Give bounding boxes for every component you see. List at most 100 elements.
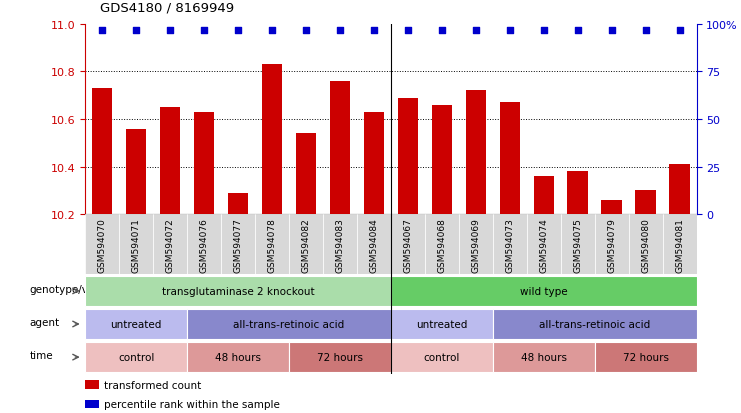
Text: control: control (424, 352, 460, 362)
Text: GSM594068: GSM594068 (437, 218, 446, 273)
Point (402, 27, 413, 34)
Text: GSM594081: GSM594081 (675, 218, 684, 273)
Point (368, 27, 380, 34)
Bar (527, 215, 561, 275)
Text: time: time (30, 351, 53, 361)
Bar (499, 103, 520, 215)
Bar (602, 201, 622, 215)
Point (334, 27, 346, 34)
Bar (296, 134, 316, 215)
Bar (153, 215, 187, 275)
Point (436, 27, 448, 34)
Text: GSM594083: GSM594083 (336, 218, 345, 273)
Bar (669, 165, 690, 215)
Text: GSM594070: GSM594070 (98, 218, 107, 273)
Bar (635, 191, 656, 215)
Bar (85, 215, 119, 275)
Text: GSM594082: GSM594082 (302, 218, 310, 272)
Text: all-trans-retinoic acid: all-trans-retinoic acid (233, 319, 345, 329)
Text: GDS4180 / 8169949: GDS4180 / 8169949 (100, 2, 234, 14)
Bar (391, 276, 697, 306)
Text: transglutaminase 2 knockout: transglutaminase 2 knockout (162, 286, 314, 296)
Bar (364, 113, 384, 215)
Bar (628, 215, 662, 275)
Bar (255, 215, 289, 275)
Text: untreated: untreated (110, 319, 162, 329)
Bar (493, 215, 527, 275)
Text: untreated: untreated (416, 319, 468, 329)
Point (232, 27, 244, 34)
Bar (85, 342, 187, 373)
Bar (459, 215, 493, 275)
Text: control: control (118, 352, 154, 362)
Text: GSM594069: GSM594069 (471, 218, 480, 273)
Text: GSM594079: GSM594079 (607, 218, 616, 273)
Point (538, 27, 550, 34)
Bar (594, 342, 697, 373)
Bar (194, 113, 214, 215)
Bar (568, 172, 588, 215)
Bar (323, 215, 357, 275)
Bar (534, 177, 554, 215)
Text: 48 hours: 48 hours (521, 352, 567, 362)
Point (470, 27, 482, 34)
Bar (594, 215, 628, 275)
Point (572, 27, 584, 34)
Text: GSM594071: GSM594071 (132, 218, 141, 273)
Point (605, 27, 617, 34)
Bar (119, 215, 153, 275)
Bar (425, 215, 459, 275)
Bar (465, 91, 486, 215)
Text: percentile rank within the sample: percentile rank within the sample (104, 399, 279, 409)
Text: 72 hours: 72 hours (317, 352, 363, 362)
Point (504, 27, 516, 34)
Bar (92, 89, 113, 215)
Text: all-trans-retinoic acid: all-trans-retinoic acid (539, 319, 651, 329)
Point (639, 27, 651, 34)
Bar (431, 106, 452, 215)
Text: GSM594077: GSM594077 (233, 218, 242, 273)
Text: agent: agent (30, 318, 60, 328)
Text: GSM594067: GSM594067 (403, 218, 412, 273)
Text: GSM594072: GSM594072 (166, 218, 175, 272)
Text: GSM594076: GSM594076 (199, 218, 208, 273)
Bar (289, 215, 323, 275)
Text: GSM594080: GSM594080 (641, 218, 650, 273)
Bar (126, 129, 146, 215)
Bar (85, 380, 99, 389)
Bar (493, 342, 594, 373)
Text: GSM594073: GSM594073 (505, 218, 514, 273)
Text: transformed count: transformed count (104, 380, 201, 390)
Point (130, 27, 142, 34)
Bar (357, 215, 391, 275)
Point (165, 27, 176, 34)
Text: GSM594075: GSM594075 (574, 218, 582, 273)
Bar (493, 309, 697, 339)
Bar (391, 342, 493, 373)
Point (300, 27, 312, 34)
Bar (561, 215, 594, 275)
Bar (391, 215, 425, 275)
Text: GSM594078: GSM594078 (268, 218, 276, 273)
Text: 72 hours: 72 hours (622, 352, 668, 362)
Point (266, 27, 278, 34)
Text: GSM594074: GSM594074 (539, 218, 548, 272)
Text: wild type: wild type (520, 286, 568, 296)
Bar (187, 342, 289, 373)
Bar (85, 400, 99, 408)
Point (674, 27, 685, 34)
Bar (330, 82, 350, 215)
Bar (662, 215, 697, 275)
Text: GSM594084: GSM594084 (370, 218, 379, 272)
Text: genotype/variation: genotype/variation (30, 285, 129, 294)
Text: 48 hours: 48 hours (215, 352, 261, 362)
Bar (262, 65, 282, 215)
Bar (221, 215, 255, 275)
Point (96, 27, 108, 34)
Point (198, 27, 210, 34)
Bar (85, 276, 391, 306)
Bar (187, 215, 221, 275)
Bar (85, 309, 187, 339)
Bar (187, 309, 391, 339)
Bar (391, 309, 493, 339)
